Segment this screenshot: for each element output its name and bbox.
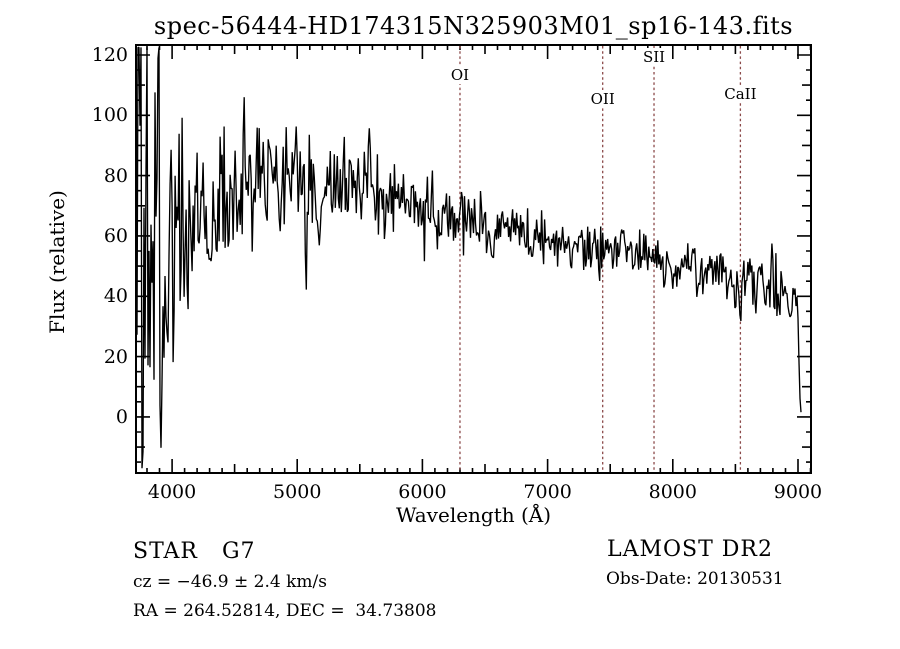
x-tick-label: 6000 bbox=[398, 481, 447, 503]
y-tick-label: 80 bbox=[103, 164, 128, 187]
x-tick-label: 4000 bbox=[147, 481, 197, 503]
x-tick-label: 9000 bbox=[773, 481, 823, 503]
y-tick-label: 120 bbox=[91, 43, 128, 66]
y-tick-label: 100 bbox=[91, 104, 128, 127]
marker-label-oi: OI bbox=[447, 66, 473, 85]
marker-label-oii: OII bbox=[587, 89, 618, 108]
ra-dec-label: RA = 264.52814, DEC = 34.73808 bbox=[133, 601, 437, 621]
obs-date-label: Obs-Date: 20130531 bbox=[606, 569, 784, 589]
x-axis-title: Wavelength (Å) bbox=[395, 503, 552, 527]
marker-label-caii: CaII bbox=[721, 85, 760, 104]
axis-ticks bbox=[136, 45, 812, 473]
x-tick-label: 8000 bbox=[648, 481, 697, 503]
y-tick-label: 20 bbox=[103, 345, 128, 368]
plot-frame bbox=[135, 44, 812, 474]
spectrum-line bbox=[135, 46, 802, 469]
x-tick-label: 7000 bbox=[523, 481, 572, 503]
radial-velocity-label: cz = −46.9 ± 2.4 km/s bbox=[133, 572, 327, 592]
y-tick-label: 40 bbox=[103, 285, 128, 308]
y-axis-title: Flux (relative) bbox=[45, 190, 69, 334]
y-tick-label: 60 bbox=[103, 224, 128, 247]
page-title: spec-56444-HD174315N325903M01_sp16-143.f… bbox=[153, 12, 794, 40]
survey-release-label: LAMOST DR2 bbox=[607, 537, 773, 562]
x-tick-label: 5000 bbox=[273, 481, 322, 503]
marker-label-sii: SII bbox=[639, 48, 669, 67]
y-tick-label: 0 bbox=[115, 405, 128, 428]
object-class-label: STAR G7 bbox=[133, 539, 256, 564]
